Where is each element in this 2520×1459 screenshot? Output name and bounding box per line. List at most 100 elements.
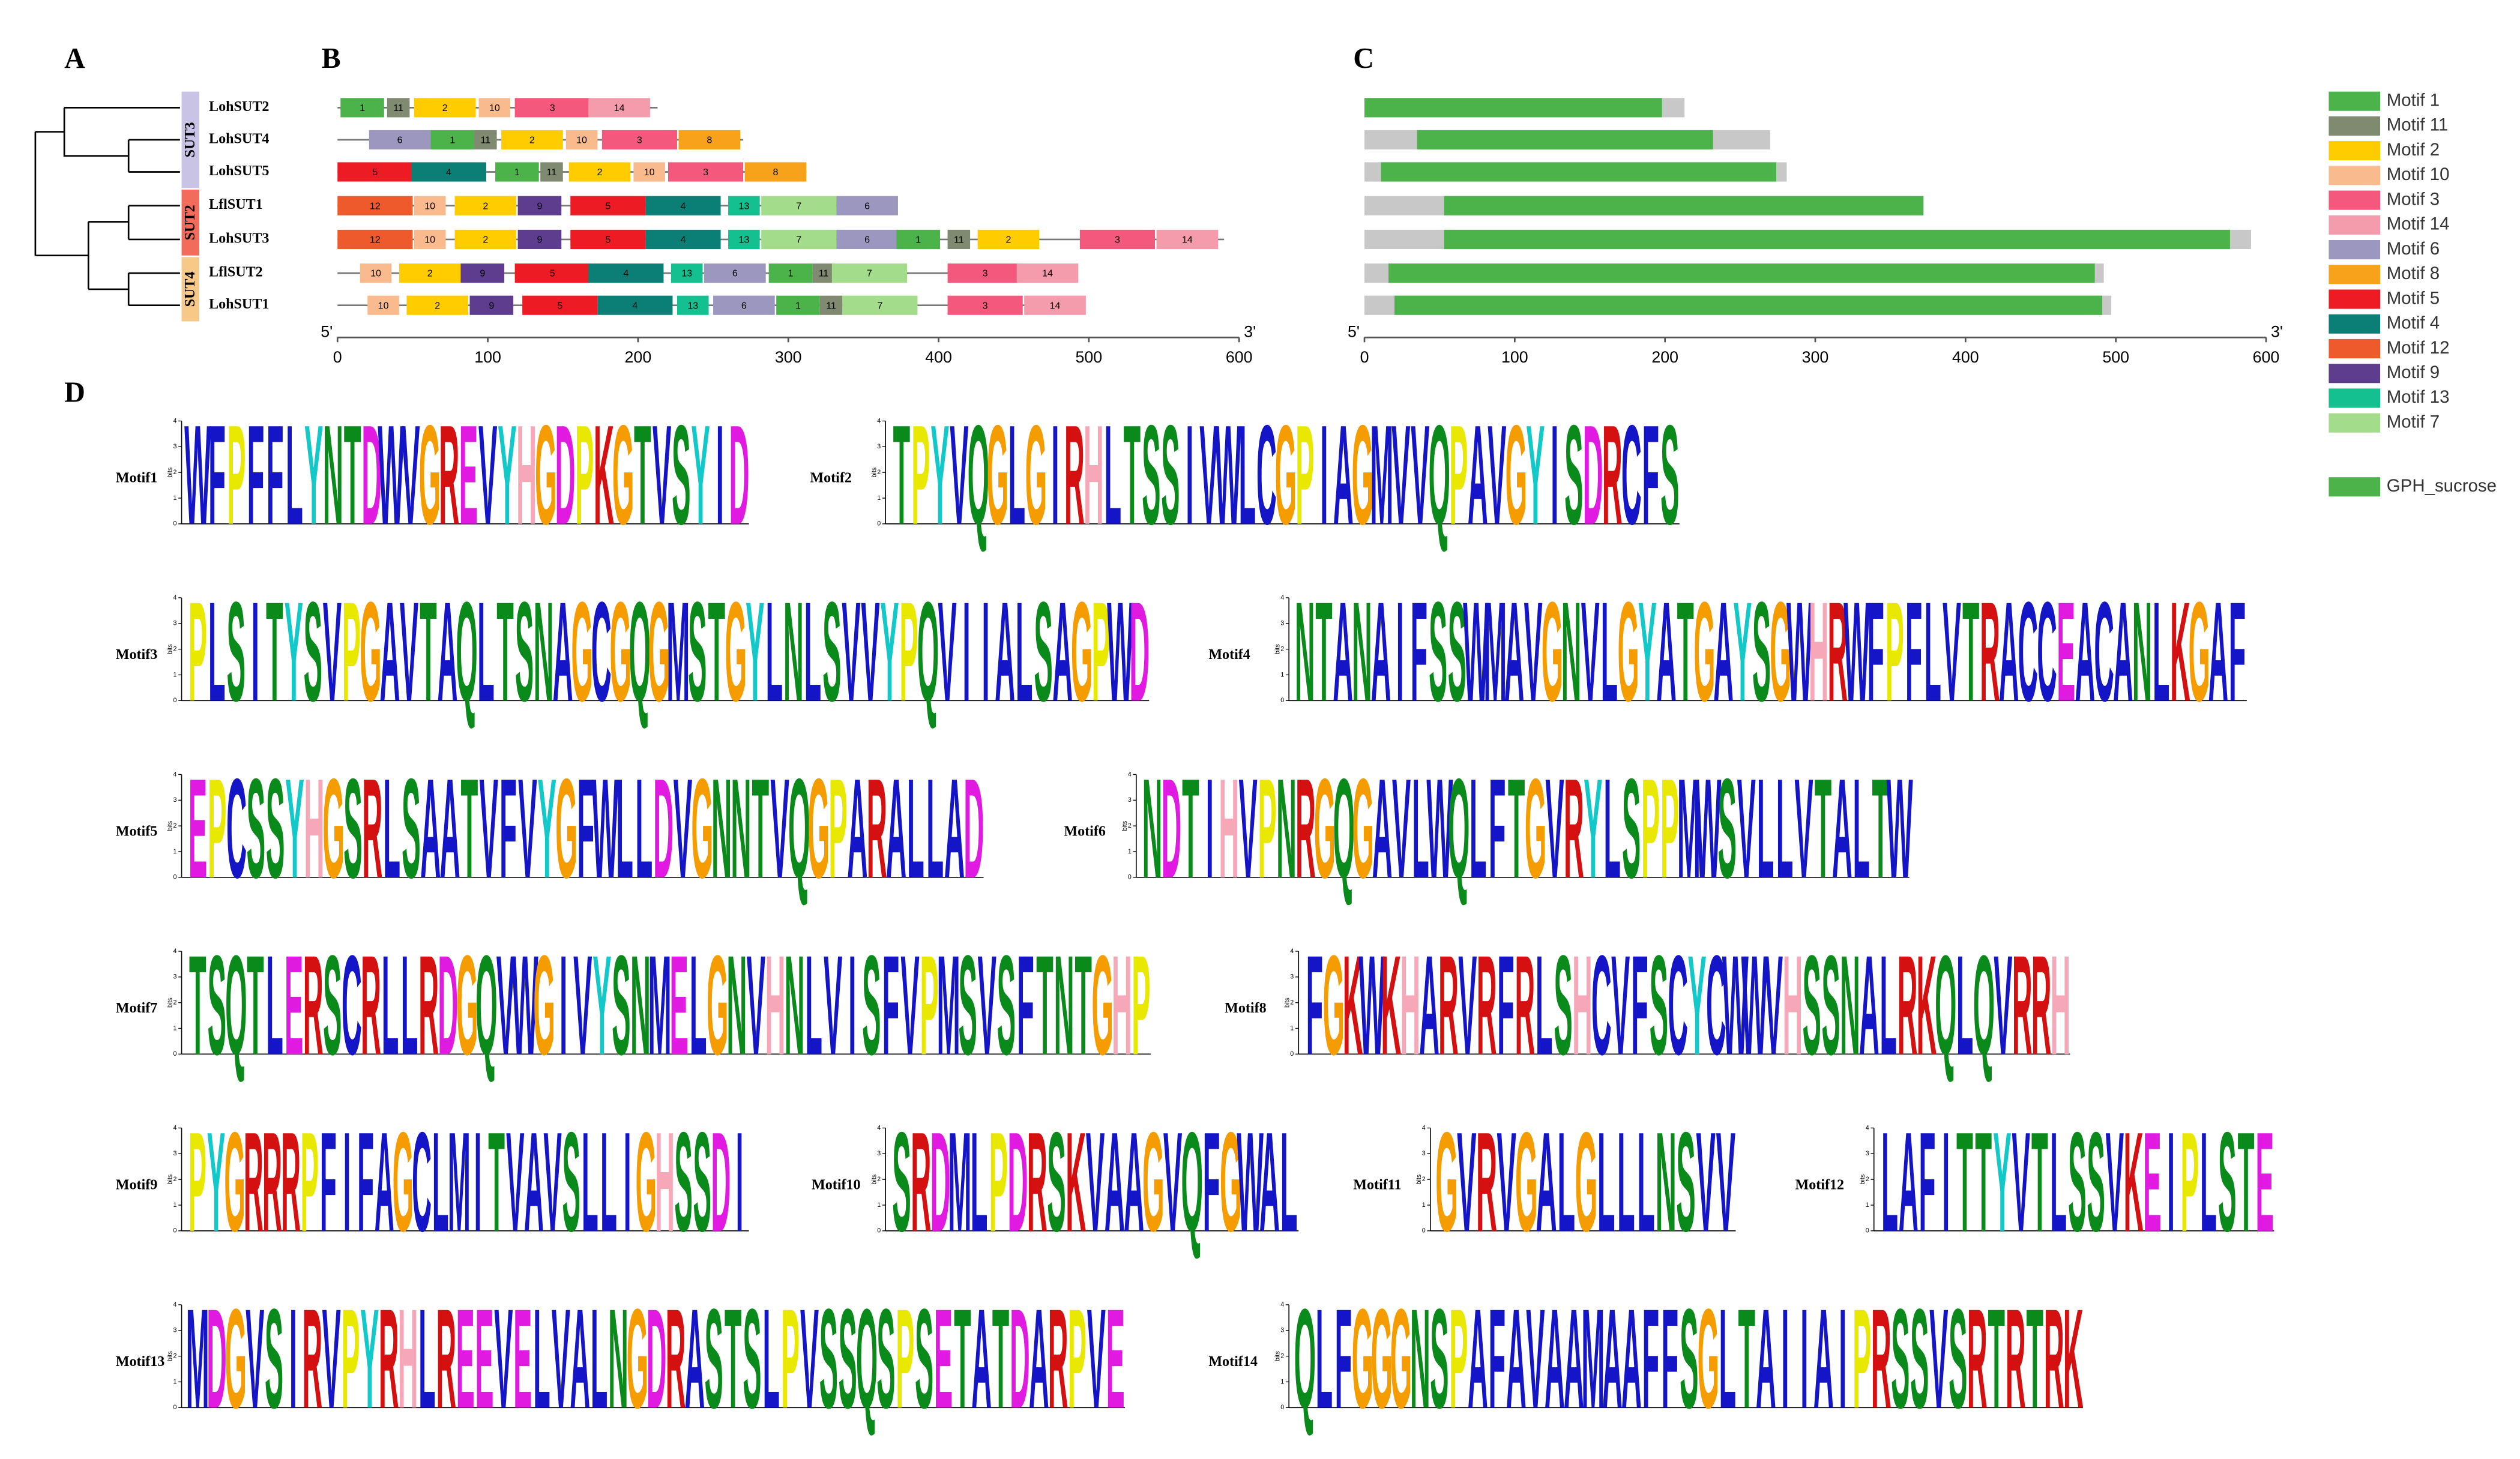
logo-letter: T <box>893 397 911 555</box>
logo-letter: M <box>648 927 672 1085</box>
logo-letter: G <box>1435 1104 1458 1262</box>
logo-letter: M <box>937 927 960 1085</box>
y-tick-label: 1 <box>173 1202 177 1209</box>
logo-letter: T <box>992 1280 1009 1439</box>
logo-letter: F <box>1203 1104 1220 1262</box>
logo-letter: V <box>1611 927 1630 1085</box>
motif-box <box>570 229 646 249</box>
motif-number: 3 <box>703 167 708 178</box>
logo-letter: R <box>303 927 324 1085</box>
legend-label: Motif 2 <box>2387 140 2440 160</box>
x-tick-label: 400 <box>925 348 952 366</box>
x-tick-label: 300 <box>1802 348 1829 366</box>
y-tick-label: 1 <box>1290 1024 1294 1032</box>
logo-letter: P <box>1660 750 1679 909</box>
axis-title: bits <box>167 1175 174 1185</box>
axis-title: bits <box>1859 1175 1866 1185</box>
logo-letter: Y <box>691 397 710 555</box>
logo-letter: F <box>499 750 517 908</box>
logo-letter: G <box>1071 573 1093 732</box>
logo-letter: A <box>1419 927 1439 1085</box>
logo-letter: L <box>266 927 283 1085</box>
axis-title: bits <box>1415 1175 1423 1185</box>
group-label: SUT3 <box>182 122 198 157</box>
logo-label: Motif1 <box>116 470 158 486</box>
logo-letter: Y <box>285 750 304 908</box>
logo-letter: A <box>420 750 441 908</box>
logo-letter: G <box>1770 573 1791 732</box>
logo-letter: V <box>1545 750 1564 909</box>
group-box <box>181 257 199 322</box>
legend-swatch <box>2329 190 2381 210</box>
logo-letter: Y <box>880 573 899 732</box>
logo-letter: A <box>380 573 400 732</box>
motif-number: 2 <box>483 235 488 245</box>
legend-swatch <box>2329 91 2381 111</box>
logo-letter: L <box>805 927 822 1085</box>
logo-letter: L <box>635 750 653 908</box>
y-tick-label: 4 <box>1280 594 1284 601</box>
logo-letter: D <box>963 750 984 908</box>
logo-letter: K <box>1343 927 1363 1085</box>
y-tick-label: 0 <box>173 1050 177 1057</box>
logo-letter: V <box>938 573 956 732</box>
logo-letter: A <box>1536 1104 1557 1262</box>
y-tick-label: 3 <box>173 973 177 981</box>
y-tick-label: 2 <box>1280 645 1284 652</box>
logo-letter: W <box>184 397 211 555</box>
y-tick-label: 0 <box>1280 697 1284 704</box>
motif-box <box>501 130 563 149</box>
logo-letter: R <box>1828 573 1848 732</box>
logo-letter: G <box>535 397 557 555</box>
logo-letter: I <box>474 1103 482 1262</box>
logo-letter: L <box>1016 573 1033 732</box>
logo-letter: A <box>440 750 460 908</box>
logo-letter: T <box>634 397 651 555</box>
logo-letter: L <box>2153 573 2169 732</box>
logo-letter: I <box>736 1103 744 1262</box>
motif-box <box>947 229 971 249</box>
logo-letter: L <box>1617 1104 1635 1262</box>
logo-letter: C <box>1706 927 1726 1085</box>
y-tick-label: 4 <box>877 1124 881 1131</box>
y-tick-label: 2 <box>877 469 881 476</box>
logo-letter: Q <box>917 573 939 732</box>
motif-number: 1 <box>514 167 520 178</box>
logo-letter: G <box>1371 1280 1393 1439</box>
logo-letter: Y <box>285 573 303 732</box>
motif-number: 4 <box>681 200 686 211</box>
logo-letter: T <box>752 750 769 908</box>
motif-box <box>597 295 673 315</box>
logo-letter: Y <box>1688 927 1707 1085</box>
logo-letter: A <box>1124 1104 1144 1262</box>
y-tick-label: 3 <box>877 1150 881 1157</box>
logo-letter: S <box>1949 1280 1967 1439</box>
logo-letter: F <box>1642 1280 1660 1439</box>
legend-label: Motif 1 <box>2387 90 2440 110</box>
logo-letter: M <box>448 1103 471 1262</box>
logo-letter: M <box>186 1280 209 1439</box>
panel-label: A <box>64 43 85 74</box>
motif-box <box>337 229 413 249</box>
logo-letter: V <box>1524 573 1543 732</box>
motif-number: 13 <box>738 235 749 245</box>
logo-letter: T <box>247 927 264 1085</box>
legend-label: Motif 10 <box>2387 164 2450 184</box>
logo-letter: V <box>1199 397 1218 555</box>
logo-letter: V <box>1526 1280 1545 1439</box>
y-tick-label: 3 <box>1280 1327 1284 1334</box>
logo-letter: A <box>1713 573 1733 732</box>
logo-letter: S <box>915 1280 933 1439</box>
logo-letter: A <box>1052 573 1073 732</box>
logo-letter: S <box>862 927 881 1085</box>
y-tick-label: 0 <box>173 1404 177 1411</box>
logo-letter: C <box>1256 397 1277 555</box>
logo-letter: V <box>1086 1104 1105 1262</box>
logo-letter: P <box>575 397 594 555</box>
logo-letter: T <box>189 927 206 1085</box>
logo-letter: V <box>1497 1104 1516 1262</box>
logo-letter: H <box>655 1103 675 1262</box>
logo-letter: G <box>636 1103 657 1262</box>
gene-label: LohSUT4 <box>209 131 269 146</box>
logo-letter: C <box>1621 397 1642 555</box>
